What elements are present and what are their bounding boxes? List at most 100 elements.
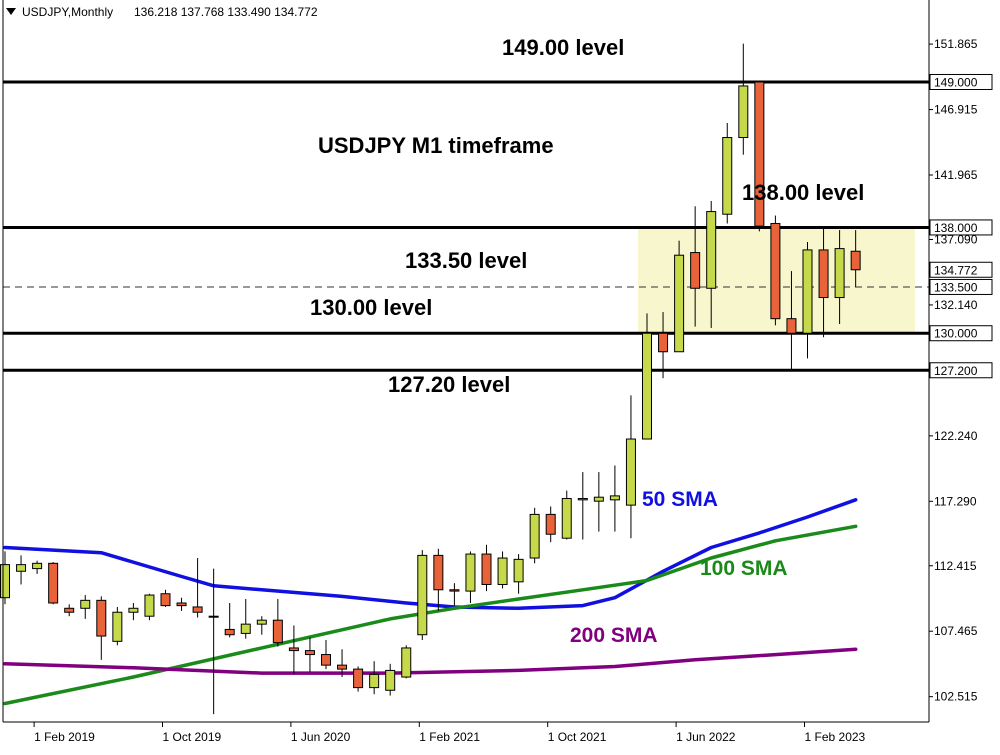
- candle[interactable]: [433, 548, 444, 611]
- candle-body: [272, 619, 283, 644]
- candle[interactable]: [658, 312, 669, 379]
- candle[interactable]: [754, 81, 765, 232]
- candle[interactable]: [497, 551, 508, 589]
- candle[interactable]: [176, 597, 187, 611]
- candle-body: [545, 513, 556, 535]
- candle-body: [337, 664, 348, 670]
- candle[interactable]: [48, 561, 59, 605]
- candle[interactable]: [0, 551, 10, 605]
- sma100-label: 100 SMA: [700, 557, 788, 580]
- candle-body: [32, 562, 43, 570]
- price-tag: 138.000: [929, 219, 993, 236]
- level-138-annotation: 138.00 level: [742, 180, 864, 205]
- chevron-down-icon[interactable]: [6, 8, 16, 15]
- candle[interactable]: [465, 551, 476, 603]
- candle[interactable]: [128, 602, 139, 621]
- candle[interactable]: [577, 472, 588, 540]
- candle[interactable]: [449, 583, 460, 606]
- x-tick-label: 1 Feb 2019: [34, 730, 95, 744]
- candle-body: [16, 564, 27, 572]
- candle-body: [433, 554, 444, 591]
- candle[interactable]: [337, 649, 348, 678]
- candle[interactable]: [802, 241, 813, 359]
- candle-body: [786, 318, 797, 334]
- candle[interactable]: [770, 215, 781, 326]
- candle[interactable]: [690, 206, 701, 327]
- candle[interactable]: [593, 472, 604, 532]
- candle[interactable]: [513, 554, 524, 594]
- candle[interactable]: [96, 596, 107, 660]
- candle-body: [449, 589, 460, 592]
- candle[interactable]: [417, 550, 428, 641]
- candle[interactable]: [80, 595, 91, 619]
- candle-body: [642, 332, 652, 440]
- candle-body: [96, 599, 107, 637]
- candle-body: [192, 606, 203, 613]
- candle-body: [385, 669, 396, 691]
- candle[interactable]: [369, 661, 380, 695]
- y-tick-label: 102.515: [934, 690, 978, 704]
- candle[interactable]: [321, 640, 331, 670]
- candle-body: [577, 498, 588, 501]
- x-tick-label: 1 Jun 2022: [676, 730, 736, 744]
- candle-body: [304, 650, 315, 656]
- x-tick-label: 1 Oct 2019: [163, 730, 222, 744]
- candle[interactable]: [850, 230, 861, 287]
- candle-body: [208, 615, 219, 618]
- price-tag: 127.200: [929, 362, 993, 379]
- candle-body: [288, 647, 299, 652]
- candle[interactable]: [481, 544, 492, 592]
- candle[interactable]: [401, 645, 412, 679]
- candle-body: [112, 611, 123, 642]
- candle[interactable]: [32, 560, 43, 574]
- candle[interactable]: [625, 395, 636, 539]
- candle[interactable]: [288, 625, 299, 675]
- candle[interactable]: [144, 593, 155, 621]
- candle[interactable]: [722, 122, 733, 224]
- candle[interactable]: [208, 568, 219, 715]
- candle[interactable]: [112, 606, 123, 646]
- candle[interactable]: [529, 507, 540, 564]
- sma-line: [3, 647, 858, 675]
- candle-body: [353, 668, 364, 689]
- candle[interactable]: [642, 313, 652, 440]
- y-tick-label: 146.915: [934, 103, 978, 117]
- candle[interactable]: [609, 465, 620, 532]
- candle[interactable]: [706, 200, 717, 328]
- candle[interactable]: [818, 228, 829, 338]
- candle[interactable]: [272, 599, 283, 647]
- candle-body: [240, 623, 251, 634]
- candle-body: [625, 438, 636, 506]
- candle[interactable]: [256, 616, 267, 635]
- y-tick-label: 107.465: [934, 624, 978, 638]
- candle[interactable]: [304, 637, 315, 672]
- candle[interactable]: [738, 43, 749, 155]
- candle[interactable]: [64, 604, 75, 617]
- y-tick-label: 151.865: [934, 37, 978, 51]
- candle[interactable]: [561, 490, 572, 540]
- candle[interactable]: [160, 589, 171, 607]
- candle-body: [513, 558, 524, 583]
- candle[interactable]: [353, 666, 364, 692]
- candle[interactable]: [674, 240, 685, 353]
- candle-body: [529, 513, 540, 559]
- candle-body: [0, 564, 10, 599]
- x-tick-label: 1 Feb 2021: [419, 730, 480, 744]
- candle[interactable]: [16, 555, 27, 585]
- candle-body: [321, 654, 331, 666]
- candle[interactable]: [224, 602, 235, 638]
- y-tick-label: 122.240: [934, 429, 978, 443]
- candle[interactable]: [385, 663, 396, 696]
- candle[interactable]: [786, 271, 797, 371]
- price-tag-label: 138.000: [934, 221, 978, 235]
- candle[interactable]: [834, 230, 845, 324]
- candle-body: [802, 249, 813, 334]
- candle[interactable]: [240, 599, 251, 639]
- candle[interactable]: [545, 506, 556, 543]
- price-tag-label: 127.200: [934, 364, 978, 378]
- candle[interactable]: [192, 558, 203, 618]
- x-tick-label: 1 Feb 2023: [805, 730, 866, 744]
- level-1335-annotation: 133.50 level: [405, 248, 527, 273]
